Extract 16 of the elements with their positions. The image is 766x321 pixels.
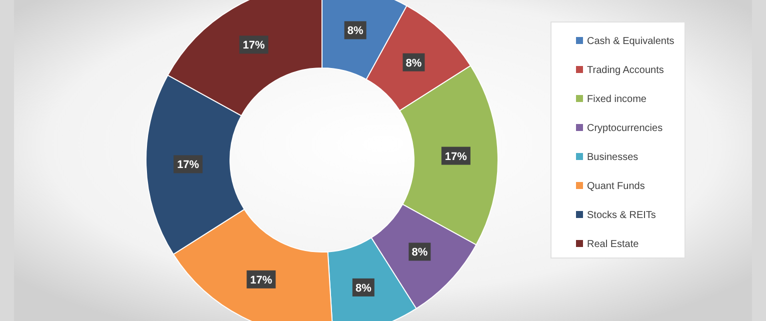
legend-label: Trading Accounts	[587, 65, 664, 76]
data-label: 8%	[406, 57, 422, 70]
legend-label: Fixed income	[587, 94, 647, 105]
legend-label: Cash & Equivalents	[587, 36, 674, 47]
data-label: 17%	[444, 150, 468, 163]
data-label: 8%	[355, 282, 372, 294]
data-label: 17%	[242, 40, 266, 52]
data-label: 8%	[347, 25, 364, 38]
legend-label: Quant Funds	[587, 181, 645, 192]
data-label: 8%	[412, 246, 428, 259]
legend-label: Cryptocurrencies	[587, 123, 663, 134]
legend-label: Stocks & REITs	[587, 210, 656, 221]
legend-label: Real Estate	[587, 239, 640, 250]
data-label: 17%	[250, 274, 272, 286]
legend-label: Businesses	[587, 152, 638, 163]
data-label: 17%	[177, 159, 200, 172]
